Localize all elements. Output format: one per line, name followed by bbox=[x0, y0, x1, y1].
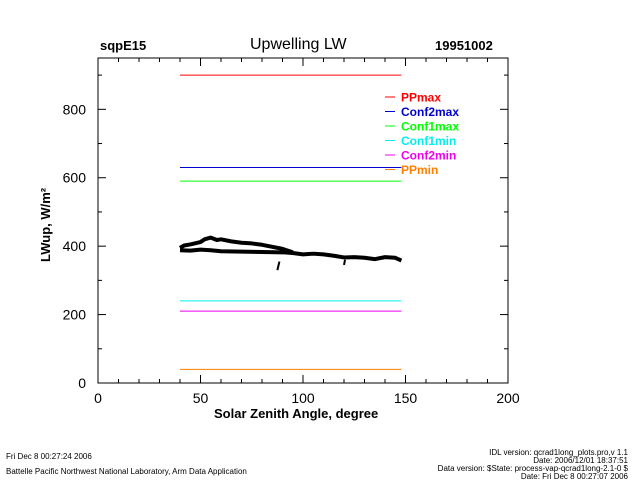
footer-idl-date: Date: 2006/12/01 18:37:51 bbox=[533, 456, 628, 465]
footer-date: Fri Dec 8 00:27:24 2006 bbox=[6, 452, 92, 461]
legend-label-ppmax: PPmax bbox=[401, 91, 441, 105]
y-tick-label: 800 bbox=[63, 101, 87, 117]
legend-label-ppmin: PPmin bbox=[401, 163, 438, 177]
y-tick-label: 600 bbox=[63, 170, 87, 186]
y-tick-label: 400 bbox=[63, 238, 87, 254]
legend-label-conf2min: Conf2min bbox=[401, 149, 456, 163]
x-tick-label: 50 bbox=[193, 390, 209, 406]
x-tick-label: 0 bbox=[94, 390, 102, 406]
legend-label-conf1max: Conf1max bbox=[401, 120, 459, 134]
chart-title: Upwelling LW bbox=[250, 36, 347, 53]
legend-label-conf1min: Conf1min bbox=[401, 134, 456, 148]
x-tick-label: 200 bbox=[496, 390, 520, 406]
footer-data-date: Date: Fri Dec 8 00:27:07 2006 bbox=[520, 472, 628, 481]
x-tick-label: 150 bbox=[394, 390, 418, 406]
legend-label-conf2max: Conf2max bbox=[401, 105, 459, 119]
footer-org: Battelle Pacific Northwest National Labo… bbox=[6, 467, 247, 476]
data-series-upper bbox=[178, 235, 294, 255]
footer-idl-version: IDL version: qcrad1long_plots.pro,v 1.1 bbox=[489, 448, 628, 457]
footer-data-version: Data version: $State: process-vap-qcrad1… bbox=[437, 464, 628, 473]
data-series-lower bbox=[179, 247, 403, 263]
y-axis-label: LWup, W/m² bbox=[38, 187, 53, 262]
x-tick-label: 100 bbox=[291, 390, 315, 406]
data-series-dip2 bbox=[343, 259, 347, 266]
site-label: sqpE15 bbox=[100, 38, 147, 53]
y-tick-label: 0 bbox=[78, 375, 86, 391]
y-tick-label: 200 bbox=[63, 307, 87, 323]
date-label: 19951002 bbox=[435, 38, 493, 53]
data-series-dip1 bbox=[276, 261, 281, 271]
x-axis-label: Solar Zenith Angle, degree bbox=[214, 406, 379, 421]
